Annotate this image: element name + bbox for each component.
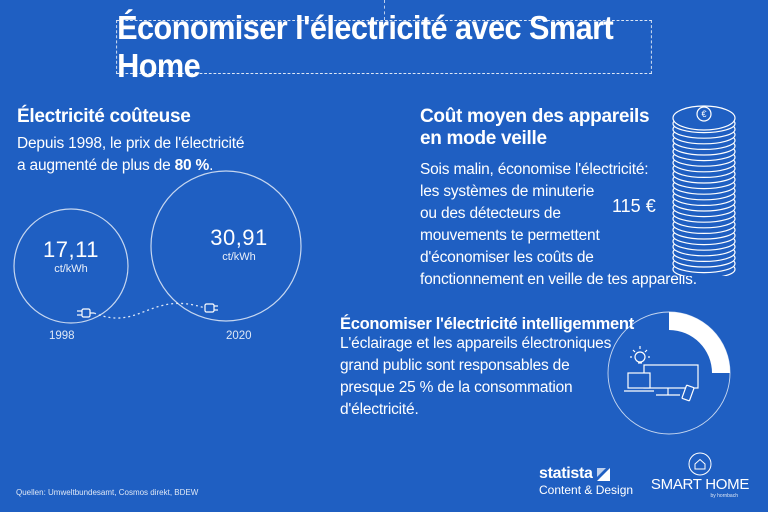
coin-stack-icon: € <box>672 105 736 276</box>
smarthome-logo: SMART HOME by hornbach <box>650 452 750 499</box>
price-2020-value: 30,91 <box>210 225 268 250</box>
expensive-line-1: Depuis 1998, le prix de l'électricité <box>17 135 245 152</box>
price-2020: 30,91 ct/kWh <box>182 225 296 263</box>
page-title: Économiser l'électricité avec Smart Home <box>116 9 652 84</box>
expensive-line-2-suffix: . <box>209 157 214 174</box>
socket-icon <box>204 303 218 313</box>
price-2020-unit: ct/kWh <box>222 251 256 263</box>
standby-body-line-3: ou des détecteurs de <box>420 205 561 222</box>
price-1998: 17,11 ct/kWh <box>14 237 128 275</box>
price-circle-1998 <box>13 208 129 324</box>
expensive-line-2-prefix: a augmenté de plus de <box>17 157 175 174</box>
statista-mark-icon <box>596 467 610 481</box>
statista-logo: statista Content & Design <box>539 465 633 497</box>
smarthome-by: by hornbach <box>710 493 738 499</box>
standby-cost: 115 € <box>612 196 656 216</box>
year-1998: 1998 <box>49 330 75 342</box>
top-dotted-line <box>384 0 385 20</box>
standby-heading-line-1: Coût moyen des appareils <box>420 106 650 127</box>
sources-note: Quellen: Umweltbundesamt, Cosmos direkt,… <box>16 488 199 497</box>
smart-body-line-3: presque 25 % de la consommation <box>340 379 573 396</box>
lightbulb-icon <box>630 346 650 364</box>
standby-body-line-6: fonctionnement en veille de tes appareil… <box>420 271 697 288</box>
year-2020: 2020 <box>226 330 252 342</box>
standby-heading: Coût moyen des appareils en mode veille <box>420 106 650 150</box>
standby-body-line-4: mouvements te permettent <box>420 227 600 244</box>
smart-body-line-2: grand public sont responsables de <box>340 357 570 374</box>
statista-name: statista <box>539 465 593 482</box>
price-1998-value: 17,11 <box>43 237 99 262</box>
expensive-line-2: a augmenté de plus de 80 %. <box>17 155 213 177</box>
smart-body: L'éclairage et les appareils électroniqu… <box>340 333 640 421</box>
statista-sub: Content & Design <box>539 483 634 497</box>
price-circle-2020 <box>150 170 302 322</box>
phone-icon <box>681 384 695 402</box>
euro-symbol: € <box>701 109 706 119</box>
standby-body-line-2: les systèmes de minuterie <box>420 183 595 200</box>
donut-segment-25 <box>669 312 730 373</box>
price-1998-unit: ct/kWh <box>54 263 88 275</box>
cable-dotted <box>93 302 206 319</box>
expensive-heading: Électricité coûteuse <box>17 106 191 127</box>
smart-heading: Économiser l'électricité intelligemment <box>340 315 634 333</box>
price-increase-percent: 80 % <box>174 157 210 174</box>
standby-heading-line-2: en mode veille <box>420 128 547 149</box>
standby-body-line-1: Sois malin, économise l'électricité: <box>420 161 649 178</box>
smart-body-line-1: L'éclairage et les appareils électroniqu… <box>340 335 612 352</box>
coin-emblem <box>696 106 712 122</box>
standby-body: Sois malin, économise l'électricité: les… <box>420 159 710 291</box>
price-circles-graphic <box>13 170 302 324</box>
smart-body-line-4: d'électricité. <box>340 401 419 418</box>
smarthome-name: SMART HOME <box>650 476 750 493</box>
standby-body-line-5: d'économiser les coûts de <box>420 249 594 266</box>
plug-icon <box>77 308 94 318</box>
laptop-icon <box>627 372 651 389</box>
consumption-donut <box>607 311 731 435</box>
tv-icon <box>643 364 699 389</box>
devices-icon <box>624 346 699 402</box>
house-icon <box>688 452 712 476</box>
